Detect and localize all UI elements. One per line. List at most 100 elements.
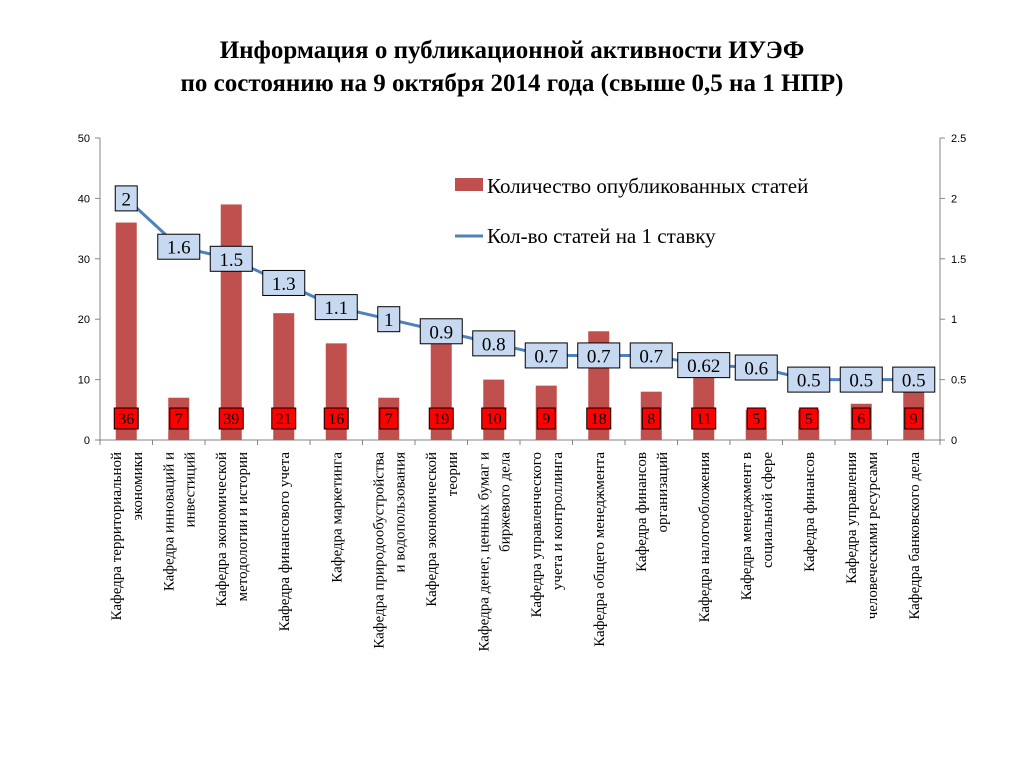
line-value-labels: 2 1.6 1.5 1.3 1.1 1 0.9 0.8 0.7 0.7 0.7 0.62 0.6 0.5 0… bbox=[114, 185, 936, 393]
bar-value-label-box bbox=[113, 407, 139, 430]
bar-value-label-box bbox=[218, 407, 244, 430]
bar bbox=[220, 204, 242, 440]
left-axis-tick-label: 10 bbox=[78, 375, 90, 387]
category-label: Кафедра управленческого bbox=[529, 452, 545, 617]
right-axis-tick-label: 2.5 bbox=[951, 133, 966, 145]
line-value-label: 0.62 bbox=[687, 356, 720, 377]
right-axis-tick-label: 0 bbox=[951, 435, 957, 447]
category-label: методологии и истории bbox=[235, 452, 251, 601]
line-series bbox=[125, 197, 914, 382]
line-value-label: 0.9 bbox=[429, 322, 453, 343]
category-label: и водопользования bbox=[392, 452, 408, 573]
line-value-label-box bbox=[419, 318, 463, 345]
right-axis-tick-label: 1.5 bbox=[951, 254, 966, 266]
bar-value-label: 16 bbox=[328, 411, 344, 428]
bar-value-label-box bbox=[536, 407, 556, 430]
bar bbox=[115, 222, 137, 440]
bar-value-label: 36 bbox=[118, 411, 134, 428]
line-value-label-box bbox=[524, 342, 568, 369]
category-label: Кафедра экономической bbox=[214, 452, 230, 607]
bar-value-label-box bbox=[271, 407, 297, 430]
line-value-label-box bbox=[314, 294, 358, 321]
line-value-label-box bbox=[377, 306, 401, 333]
bar-value-label-box bbox=[586, 407, 612, 430]
category-label: Кафедра менеджмент в bbox=[739, 452, 755, 600]
bar-value-label-box bbox=[428, 407, 454, 430]
category-label: биржевого дела bbox=[497, 452, 513, 552]
left-axis-tick-label: 30 bbox=[78, 254, 90, 266]
category-label: теории bbox=[445, 452, 461, 496]
bar-value-label-box bbox=[799, 407, 819, 430]
legend-line-label: Кол-во статей на 1 ставку bbox=[487, 224, 716, 248]
category-label: Кафедра денег, ценных бумаг и bbox=[476, 452, 492, 652]
bar-value-label-box bbox=[904, 407, 924, 430]
bar-value-label: 6 bbox=[857, 411, 865, 428]
line-value-label: 1.3 bbox=[272, 274, 296, 295]
legend-bar-label: Количество опубликованных статей bbox=[487, 174, 808, 198]
line-value-label: 0.5 bbox=[849, 371, 873, 392]
bar-value-label-box bbox=[641, 407, 661, 430]
chart-title-line-1: Информация о публикационной активности И… bbox=[219, 37, 805, 64]
right-axis-tick-label: 0.5 bbox=[951, 375, 966, 387]
chart-title: Информация о публикационной активности И… bbox=[0, 34, 1024, 100]
category-label: Кафедра налогообложения bbox=[697, 452, 713, 623]
line-value-label-box bbox=[114, 185, 138, 212]
category-label: Кафедра территориальной bbox=[109, 452, 125, 620]
line-value-label: 1.6 bbox=[167, 238, 191, 259]
bar-value-label: 39 bbox=[223, 411, 239, 428]
left-axis-tick-label: 40 bbox=[78, 193, 90, 205]
line-value-label-box bbox=[629, 342, 673, 369]
line-value-label-box bbox=[787, 366, 831, 393]
category-label: человеческими ресурсами bbox=[865, 452, 881, 619]
category-label: Кафедра инноваций и bbox=[161, 452, 177, 591]
line-value-label: 0.6 bbox=[744, 359, 768, 380]
category-label: учета и контроллинга bbox=[550, 452, 566, 590]
right-axis-tick-label: 1 bbox=[951, 314, 957, 326]
line-value-label-box bbox=[677, 352, 731, 379]
line-value-label: 0.8 bbox=[482, 334, 506, 355]
line-value-label-box bbox=[577, 342, 621, 369]
line-value-label-box bbox=[209, 245, 253, 272]
line-value-label: 1 bbox=[384, 310, 394, 331]
bar-value-label: 5 bbox=[752, 411, 760, 428]
bar-value-label-box bbox=[481, 407, 507, 430]
category-label: Кафедра управления bbox=[844, 452, 860, 584]
bar bbox=[693, 373, 715, 440]
category-label: Кафедра финансового учета bbox=[277, 452, 293, 632]
left-axis-tick-label: 20 bbox=[78, 314, 90, 326]
line-value-label: 0.7 bbox=[639, 346, 663, 367]
line-value-label-box bbox=[892, 366, 936, 393]
bar-value-label: 19 bbox=[433, 411, 449, 428]
category-labels: Кафедра территориальной экономики Кафедра … bbox=[109, 452, 923, 652]
left-axis-tick-label: 0 bbox=[84, 435, 90, 447]
bar-value-label: 7 bbox=[385, 411, 393, 428]
bar-value-label: 5 bbox=[805, 411, 813, 428]
bar-value-label: 10 bbox=[486, 411, 502, 428]
line-value-label-box bbox=[472, 330, 516, 357]
bar-value-labels: 36 7 39 21 16 7 19 10 9 18 8 11 5 5 6 9 bbox=[113, 407, 924, 430]
category-label: экономики bbox=[130, 452, 146, 521]
bar-value-label: 7 bbox=[175, 411, 183, 428]
category-label: Кафедра природообустройства bbox=[371, 452, 387, 649]
line-value-label: 1.5 bbox=[219, 250, 243, 271]
line-value-label: 0.7 bbox=[534, 346, 558, 367]
bar-value-label: 9 bbox=[542, 411, 550, 428]
line-value-label-box bbox=[157, 233, 201, 260]
bar-value-label: 9 bbox=[910, 411, 918, 428]
bar-value-label-box bbox=[691, 407, 717, 430]
category-label: Кафедра финансов bbox=[634, 452, 650, 572]
line-value-label: 0.5 bbox=[797, 371, 821, 392]
line-value-label: 2 bbox=[122, 189, 132, 210]
bar-value-label: 21 bbox=[276, 411, 292, 428]
line-value-label: 1.1 bbox=[324, 298, 348, 319]
category-label: Кафедра банковского дела bbox=[907, 452, 923, 620]
bar-value-label-box bbox=[851, 407, 871, 430]
bar-value-label-box bbox=[323, 407, 349, 430]
category-label: организаций bbox=[655, 452, 671, 533]
category-label: инвестиций bbox=[182, 452, 198, 527]
bar-value-label-box bbox=[746, 407, 766, 430]
bar-value-label: 8 bbox=[647, 411, 655, 428]
category-label: социальной сфере bbox=[760, 452, 776, 568]
category-label: Кафедра общего менеджмента bbox=[592, 452, 608, 647]
